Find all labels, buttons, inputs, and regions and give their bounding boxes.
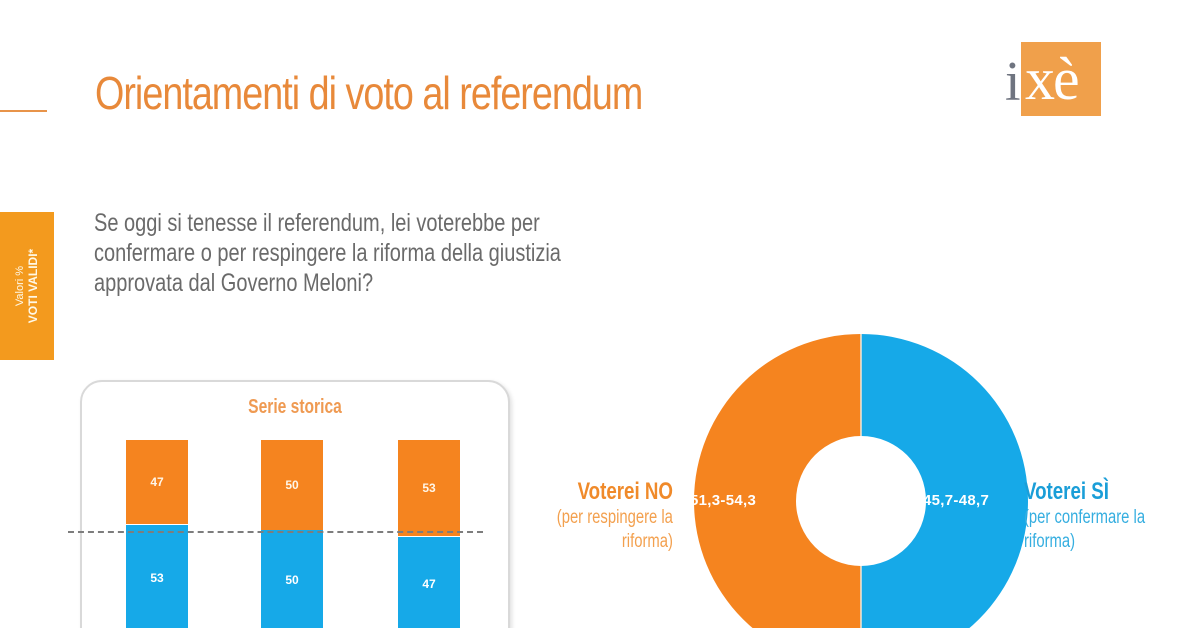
logo-square bbox=[1021, 42, 1101, 116]
side-tab-line2: VOTI VALIDI* bbox=[26, 248, 41, 324]
vote-donut-chart bbox=[694, 334, 1028, 628]
legend-label-si: Voterei SÌ (per confermare la riforma) bbox=[1024, 478, 1179, 554]
series-bar-1: 47 53 bbox=[126, 440, 188, 628]
title-rule bbox=[0, 110, 47, 112]
label-si-title: Voterei SÌ bbox=[1024, 478, 1109, 505]
logo-letters-xe: xè bbox=[1025, 46, 1080, 112]
fifty-percent-reference-line bbox=[68, 531, 483, 533]
bar-segment-no: 47 bbox=[126, 440, 188, 524]
donut-slice-no bbox=[694, 334, 861, 628]
bar-segment-si: 47 bbox=[398, 537, 460, 628]
legend-label-no: Voterei NO (per respingere la riforma) bbox=[524, 478, 673, 554]
logo-letter-i: i bbox=[1005, 51, 1021, 113]
page-title: Orientamenti di voto al referendum bbox=[95, 67, 643, 119]
bar-segment-si: 53 bbox=[126, 525, 188, 628]
series-title: Serie storica bbox=[248, 396, 342, 418]
bar-segment-no: 53 bbox=[398, 440, 460, 536]
donut-value-no: 51,3-54,3 bbox=[690, 492, 757, 509]
series-bar-3: 53 47 bbox=[398, 440, 460, 628]
label-si-sub1: (per confermare la bbox=[1024, 507, 1146, 528]
bar-segment-no: 50 bbox=[261, 440, 323, 530]
label-no-sub1: (per respingere la bbox=[556, 507, 673, 528]
label-no-sub2: riforma) bbox=[621, 531, 673, 552]
values-side-tab: Valori % VOTI VALIDI* bbox=[0, 212, 54, 360]
series-bar-2: 50 50 bbox=[261, 440, 323, 628]
bar-segment-si: 50 bbox=[261, 530, 323, 628]
label-no-title: Voterei NO bbox=[577, 478, 673, 505]
side-tab-line1: Valori % bbox=[14, 265, 27, 307]
historical-series-panel: Serie storica 47 53 50 50 53 47 bbox=[68, 380, 510, 628]
donut-slice-si bbox=[861, 334, 1028, 628]
survey-question: Se oggi si tenesse il referendum, lei vo… bbox=[94, 209, 561, 297]
ixe-logo: i xè bbox=[1005, 40, 1101, 116]
label-si-sub2: riforma) bbox=[1024, 531, 1076, 552]
donut-value-si: 45,7-48,7 bbox=[923, 492, 990, 509]
